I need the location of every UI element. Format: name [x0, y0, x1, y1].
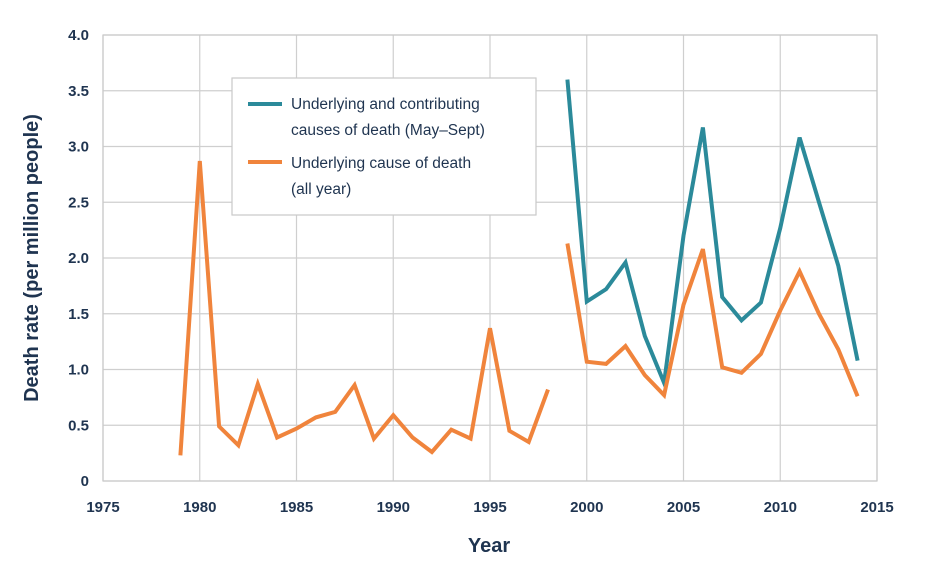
- y-axis-title: Death rate (per million people): [21, 114, 43, 402]
- legend-box: [231, 77, 537, 216]
- y-tick-label: 0: [81, 473, 89, 490]
- y-tick-label: 3.5: [68, 83, 89, 100]
- x-tick-label: 1985: [280, 499, 313, 516]
- plot-frame: [102, 34, 878, 482]
- x-tick-label: 2015: [860, 499, 893, 516]
- x-tick-label: 2005: [667, 499, 700, 516]
- series-line-contributing: [565, 79, 860, 391]
- y-tick-label: 1.0: [68, 362, 89, 379]
- y-tick-label: 2.5: [68, 194, 89, 211]
- y-tick-label: 1.5: [68, 306, 89, 323]
- series-layer: [178, 79, 860, 456]
- x-tick-label: 1980: [183, 499, 216, 516]
- x-tick-label: 2000: [570, 499, 603, 516]
- legend-label-underlying-line2: (all year): [291, 181, 351, 198]
- legend-label-contributing-line1: Underlying and contributing: [291, 96, 480, 113]
- y-tick-label: 2.0: [68, 250, 89, 267]
- legend-label-underlying-line1: Underlying cause of death: [291, 155, 471, 172]
- legend-label-contributing-line2: causes of death (May–Sept): [291, 122, 485, 139]
- x-tick-label: 1975: [86, 499, 119, 516]
- y-tick-label: 4.0: [68, 27, 89, 44]
- tick-layer: 0 0.5 1.0 1.5 2.0 2.5 3.0 3.5 4.0 1975 1980 1985 199…: [68, 27, 894, 516]
- x-tick-label: 2010: [764, 499, 797, 516]
- y-tick-label: 0.5: [68, 417, 89, 434]
- legend: Underlying and contributing causes of de…: [231, 77, 537, 216]
- series-line-underlying: [178, 160, 550, 456]
- x-tick-label: 1990: [377, 499, 410, 516]
- series-line-underlying: [565, 243, 860, 400]
- x-tick-label: 1995: [473, 499, 506, 516]
- x-axis-title: Year: [468, 535, 510, 557]
- y-tick-label: 3.0: [68, 139, 89, 156]
